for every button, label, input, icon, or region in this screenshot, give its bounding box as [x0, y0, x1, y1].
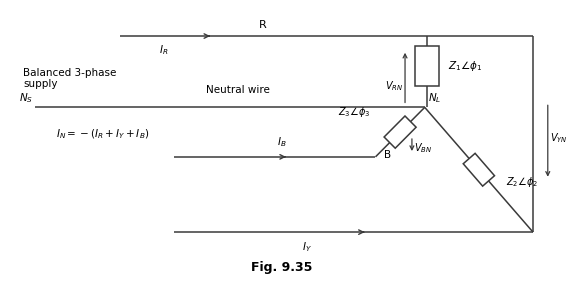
Text: $V_{RN}$: $V_{RN}$	[385, 80, 403, 93]
Text: $Z_3\angle\phi_3$: $Z_3\angle\phi_3$	[338, 105, 371, 119]
Text: $I_B$: $I_B$	[277, 135, 287, 149]
Text: Fig. 9.35: Fig. 9.35	[251, 261, 313, 274]
Text: $N_L$: $N_L$	[428, 91, 441, 105]
Text: $Z_1\angle\phi_1$: $Z_1\angle\phi_1$	[448, 59, 483, 73]
Text: $V_{YN}$: $V_{YN}$	[550, 132, 567, 145]
Text: $I_Y$: $I_Y$	[301, 240, 312, 254]
Text: R: R	[259, 20, 266, 30]
Text: $V_{BN}$: $V_{BN}$	[414, 141, 432, 155]
Polygon shape	[463, 153, 495, 186]
Polygon shape	[384, 116, 416, 148]
Text: $Z_2\angle\phi_2$: $Z_2\angle\phi_2$	[506, 175, 539, 189]
Text: Neutral wire: Neutral wire	[206, 86, 269, 95]
Text: Balanced 3-phase
supply: Balanced 3-phase supply	[23, 68, 117, 89]
Text: $N_S$: $N_S$	[19, 91, 33, 105]
Text: $I_N = -(I_R + I_Y + I_B)$: $I_N = -(I_R + I_Y + I_B)$	[55, 127, 149, 141]
Bar	[415, 46, 439, 86]
Text: $I_R$: $I_R$	[159, 43, 169, 57]
Text: B: B	[384, 150, 391, 160]
